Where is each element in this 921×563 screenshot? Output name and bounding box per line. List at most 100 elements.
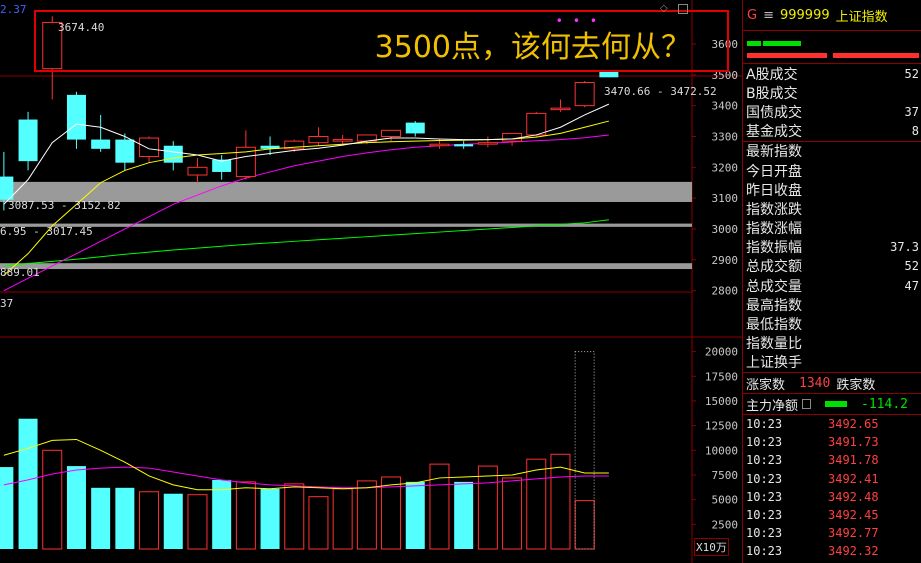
index-code: 999999 <box>779 7 830 23</box>
price-tick-label: 3600 <box>712 38 739 51</box>
stats-block-2: 最新指数 今日开盘 昨日收盘 指数涨跌 指数涨幅 指数振幅 37.3 总成交额 52… <box>743 140 921 372</box>
volume-bar-up <box>550 453 571 550</box>
candle-body-up <box>235 146 256 178</box>
candle-body-up <box>42 21 63 70</box>
kline-chart[interactable]: 3600 3500 3400 3300 3200 3100 3000 2900 2800 2000… <box>0 0 742 563</box>
doc-icon[interactable] <box>802 399 812 409</box>
candle-body-down <box>260 145 280 149</box>
stat-row: B股成交 <box>746 85 798 102</box>
candle-body-down <box>163 145 183 163</box>
candle-body-down <box>91 139 111 149</box>
candle-body-up <box>526 112 547 136</box>
candle-body-down <box>115 139 135 163</box>
index-name: 上证指数 <box>835 9 888 25</box>
candle-body-up <box>284 140 305 150</box>
volume-bar-down <box>0 467 14 549</box>
candle-body-up <box>187 166 208 176</box>
price-tick-label: 3200 <box>712 161 739 174</box>
volume-ma5-line <box>3 438 609 491</box>
volume-bar-up <box>381 476 402 550</box>
stat-row: 最高指数 <box>746 297 802 314</box>
volume-bar-up <box>477 465 498 550</box>
window-icon[interactable] <box>678 4 688 14</box>
volume-tick-label: 2500 <box>712 518 739 531</box>
support-band <box>0 263 692 270</box>
volume-bar-down <box>163 493 183 549</box>
candle-body-up <box>502 132 523 142</box>
volume-tick-label: 20000 <box>705 346 738 359</box>
candle-body-down <box>405 122 425 134</box>
stat-row: 指数涨幅 <box>746 221 802 238</box>
price-tick-label: 3300 <box>712 130 739 143</box>
stat-row: 昨日收盘 <box>746 182 802 199</box>
volume-tick-label: 5000 <box>712 494 739 507</box>
tick-row: 10:23 3492.48 <box>746 489 879 504</box>
stat-row: 指数涨跌 <box>746 201 802 218</box>
g-label[interactable]: G <box>747 7 758 23</box>
candle-body-up <box>381 129 402 137</box>
volume-bar-up <box>235 481 256 550</box>
stat-row: 国债成交 37 <box>746 104 919 121</box>
advancers-count: 1340 <box>799 375 831 391</box>
advance-decline-row: 涨家数 1340 跌家数 <box>743 372 921 394</box>
candle-body-down <box>212 159 232 172</box>
menu-icon[interactable]: ≡ <box>763 7 774 23</box>
stat-row: A股成交 52 <box>746 66 919 83</box>
candle-body-up <box>574 82 595 107</box>
low-price-label: 889.01 <box>0 266 40 279</box>
volume-bar-down <box>212 479 232 549</box>
volume-bar-down <box>454 481 474 549</box>
volume-bar-down <box>115 487 135 549</box>
tick-row: 10:23 3492.45 <box>746 508 879 523</box>
ma5-line <box>3 103 610 205</box>
main-flow-row: 主力净额 -114.2 <box>743 394 921 415</box>
panel-header: G ≡ 999999 上证指数 <box>743 0 921 31</box>
quote-panel: G ≡ 999999 上证指数 A股成交 52 B股成交 国债成交 37 基金成交 8… <box>742 0 921 563</box>
tick-row: 10:23 3492.65 <box>746 417 879 432</box>
volume-bar-up <box>526 458 547 550</box>
stat-row: 基金成交 8 <box>746 124 919 141</box>
candle-body-down <box>0 176 14 200</box>
volume-bar-up <box>574 500 595 550</box>
divider-fragment: 37 <box>0 297 14 310</box>
decliners-label: 跌家数 <box>836 377 876 393</box>
main-flow-label: 主力净额 <box>746 398 799 414</box>
tick-row: 10:23 3492.77 <box>746 526 879 541</box>
volume-tick-label: 7500 <box>712 469 739 482</box>
support-band <box>0 181 692 202</box>
kline-chart-area[interactable]: 3600 3500 3400 3300 3200 3100 3000 2900 2800 2000… <box>0 0 742 563</box>
candle-body-up <box>429 143 450 147</box>
volume-bar-down <box>18 418 38 549</box>
candle-body-up <box>477 142 498 145</box>
volume-projection-outline <box>574 351 595 550</box>
volume-bar-down <box>260 488 280 549</box>
stat-row: 总成交额 52 <box>746 259 919 276</box>
price-tick-label: 3500 <box>712 69 739 82</box>
ma60-line <box>3 219 609 267</box>
candle-body-down <box>66 94 86 140</box>
band2-label: 6.95 - 3017.45 <box>0 225 93 238</box>
candle-body-up <box>139 137 160 158</box>
volume-ma10-line <box>3 466 609 489</box>
candle-body-up <box>332 139 353 142</box>
tick-row: 10:23 3492.32 <box>746 544 879 559</box>
volume-bar-up <box>139 491 160 550</box>
price-tick-label: 2900 <box>712 254 739 267</box>
stat-row: 上证换手 <box>746 355 802 372</box>
volume-tick-label: 12500 <box>705 420 738 433</box>
candle-body-up <box>308 135 329 144</box>
volume-bar-down <box>91 487 111 549</box>
candle-body-down <box>599 71 619 78</box>
volume-bar-up <box>332 488 353 550</box>
price-tick-label: 2800 <box>712 285 739 298</box>
volume-bar-up <box>356 480 377 550</box>
volume-bar-up <box>284 483 305 550</box>
mini-bars <box>743 31 921 64</box>
pin-icon[interactable]: ◇ <box>660 3 668 14</box>
advancers-label: 涨家数 <box>746 377 786 393</box>
volume-unit-label: X10万 <box>694 538 729 556</box>
volume-tick-label: 10000 <box>705 444 738 457</box>
candle-body-up <box>550 107 571 111</box>
price-tick-label: 3100 <box>712 192 739 205</box>
main-flow-value: -114.2 <box>861 396 908 412</box>
